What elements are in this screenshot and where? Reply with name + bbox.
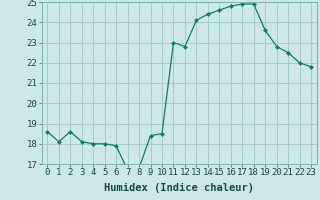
X-axis label: Humidex (Indice chaleur): Humidex (Indice chaleur) bbox=[104, 183, 254, 193]
